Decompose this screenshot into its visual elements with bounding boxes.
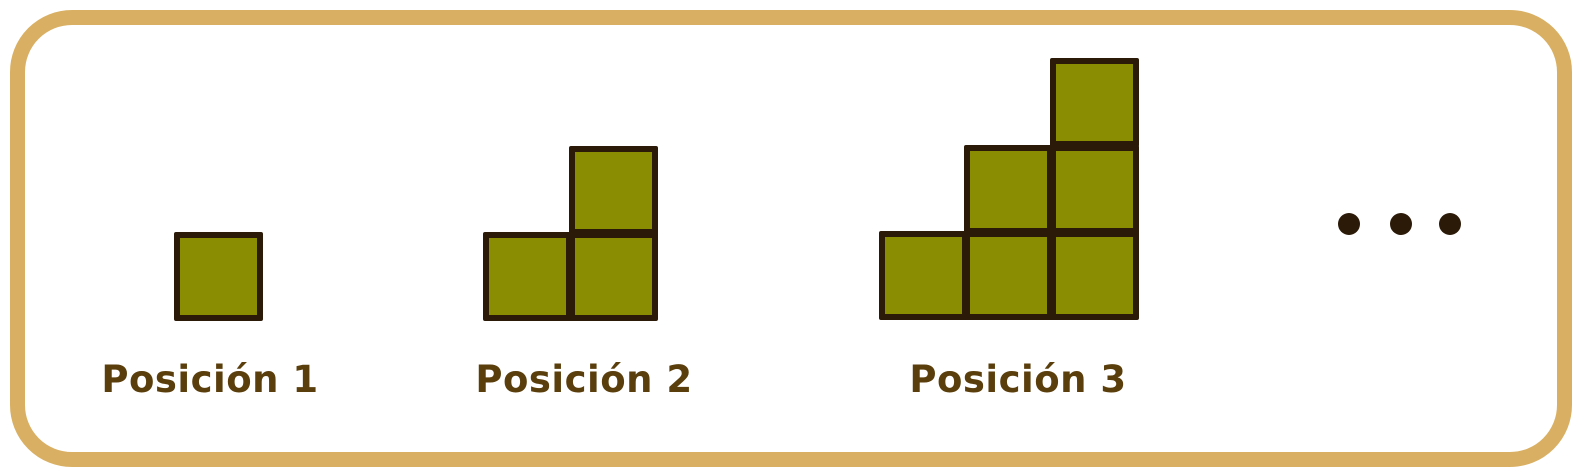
label-position-3: Posición 3 [909,358,1127,401]
label-position-1: Posición 1 [101,358,319,401]
square [964,145,1053,234]
square [483,232,572,321]
ellipsis-dot [1338,213,1360,235]
ellipsis-dot [1439,213,1461,235]
square [569,146,658,235]
ellipsis-dot [1390,213,1412,235]
square [1050,145,1139,234]
square [1050,58,1139,147]
square [964,231,1053,320]
square [174,232,263,321]
label-position-2: Posición 2 [475,358,693,401]
figure-frame [10,10,1572,467]
square [879,231,968,320]
square [569,232,658,321]
square [1050,231,1139,320]
